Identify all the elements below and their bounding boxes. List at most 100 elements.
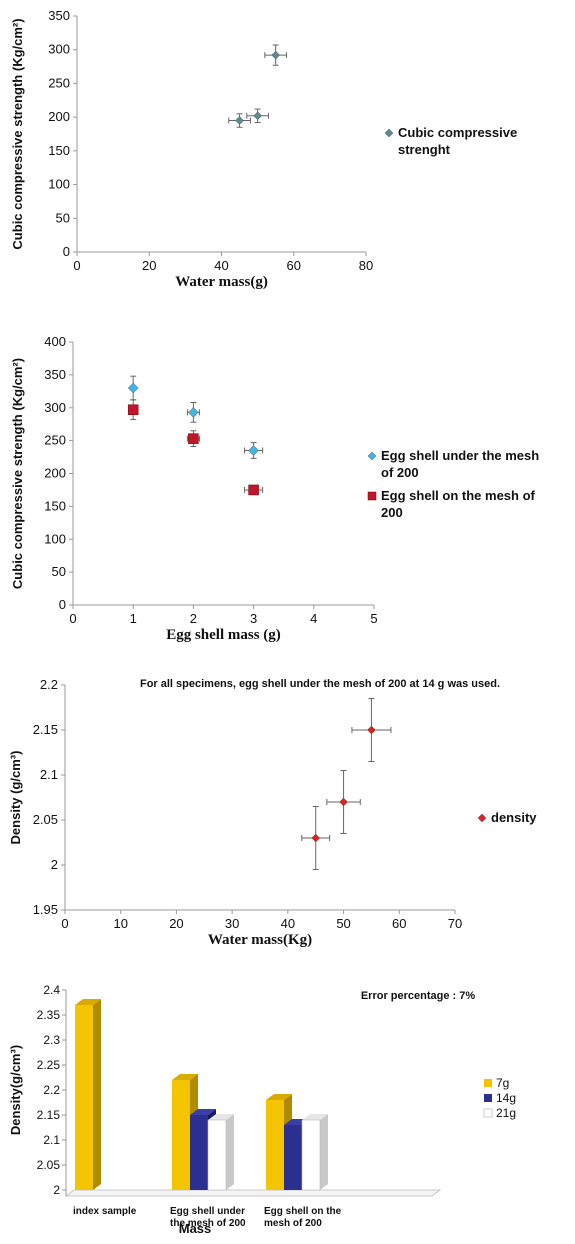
chart-3-svg: 1.95 2 2.05 2.1 2.15 2.2 0 10 20 30 40 50 60 70 Water … xyxy=(8,677,537,948)
legend-marker xyxy=(367,491,377,501)
x-tick-label: 70 xyxy=(448,916,462,931)
legend-swatch xyxy=(484,1094,492,1102)
chart-density-bar: 2 2.05 2.1 2.15 2.2 2.25 2.3 2.35 2.4 Density(g/c… xyxy=(0,975,575,1244)
x-tick-label: 20 xyxy=(142,258,156,273)
x-tick-label: 1 xyxy=(130,611,137,626)
bar xyxy=(284,1125,302,1190)
legend-marker xyxy=(477,813,487,823)
y-tick-label: 100 xyxy=(44,531,66,546)
y-tick-label: 2.2 xyxy=(43,1083,60,1097)
x-tick-label: 20 xyxy=(169,916,183,931)
data-point xyxy=(127,382,139,394)
y-tick-label: 2.1 xyxy=(43,1133,60,1147)
y-tick-label: 200 xyxy=(44,466,66,481)
legend-marker xyxy=(384,128,394,138)
x-axis-label: Egg shell mass (g) xyxy=(166,627,281,643)
y-tick-label: 350 xyxy=(44,367,66,382)
bar-top xyxy=(190,1109,216,1115)
data-point xyxy=(271,50,281,60)
y-axis-label: Cubic compressive strength (Kg/cm²) xyxy=(10,18,25,249)
y-tick-label: 50 xyxy=(56,210,70,225)
bar-side xyxy=(226,1114,234,1190)
y-tick-label: 300 xyxy=(44,400,66,415)
y-tick-label: 400 xyxy=(44,334,66,349)
y-tick-label: 2.15 xyxy=(33,722,58,737)
y-tick-label: 2.15 xyxy=(37,1108,61,1122)
x-axis-label: Water mass(Kg) xyxy=(208,932,312,948)
x-axis-label: Water mass(g) xyxy=(175,274,268,290)
legend-label: Cubic compressive strenght xyxy=(398,125,517,157)
y-tick-label: 150 xyxy=(44,498,66,513)
x-tick-label: 5 xyxy=(370,611,377,626)
x-tick-label: 40 xyxy=(214,258,228,273)
legend-marker xyxy=(367,451,377,461)
chart-floor xyxy=(64,1189,442,1197)
x-tick-label: 30 xyxy=(225,916,239,931)
x-tick-label: 3 xyxy=(250,611,257,626)
legend-label: Egg shell on the mesh of 200 xyxy=(381,488,536,520)
bar-top xyxy=(172,1074,198,1080)
category-label: Egg shell under the mesh of 200 xyxy=(170,1206,246,1229)
y-tick-label: 2.4 xyxy=(43,983,60,997)
chart-water-mass-vs-strength: 0 50 100 150 200 250 300 350 0 20 40 60 80 Water mass… xyxy=(0,0,575,300)
bar-side xyxy=(320,1114,328,1190)
y-tick-label: 250 xyxy=(44,433,66,448)
chart-4-svg: 2 2.05 2.1 2.15 2.2 2.25 2.3 2.35 2.4 Density(g/c… xyxy=(8,983,516,1236)
y-axis-label: Cubic compressive strength (Kg/cm²) xyxy=(10,358,25,589)
x-tick-label: 0 xyxy=(69,611,76,626)
y-tick-label: 2.1 xyxy=(40,767,58,782)
y-tick-label: 350 xyxy=(48,8,70,23)
y-tick-label: 0 xyxy=(63,244,70,259)
bar-side xyxy=(93,999,101,1190)
bar xyxy=(207,1119,227,1191)
x-tick-label: 4 xyxy=(310,611,317,626)
y-tick-label: 2 xyxy=(51,857,58,872)
bar xyxy=(75,1005,93,1190)
y-tick-label: 200 xyxy=(48,109,70,124)
y-tick-label: 2.2 xyxy=(40,677,58,692)
x-tick-label: 2 xyxy=(190,611,197,626)
category-label: index sample xyxy=(73,1206,137,1217)
category-label: Egg shell on the mesh of 200 xyxy=(264,1206,342,1229)
data-point xyxy=(248,445,259,456)
chart-water-mass-vs-density: 1.95 2 2.05 2.1 2.15 2.2 0 10 20 30 40 50 60 70 Water … xyxy=(0,665,575,965)
x-tick-label: 50 xyxy=(336,916,350,931)
data-point xyxy=(248,484,259,496)
x-axis-label: Mass xyxy=(179,1221,212,1236)
y-tick-label: 2.25 xyxy=(37,1058,61,1072)
bar-top xyxy=(75,999,101,1005)
y-axis-label: Density (g/cm³) xyxy=(8,751,23,845)
legend-label: 14g xyxy=(496,1091,516,1105)
y-tick-label: 1.95 xyxy=(33,902,58,917)
bar xyxy=(172,1080,190,1190)
bar xyxy=(266,1100,284,1190)
legend-swatch xyxy=(484,1079,492,1087)
legend-label: 7g xyxy=(496,1076,509,1090)
x-tick-label: 80 xyxy=(359,258,373,273)
y-tick-label: 2.05 xyxy=(33,812,58,827)
bar-top xyxy=(266,1094,292,1100)
data-point xyxy=(311,833,321,843)
x-tick-label: 0 xyxy=(73,258,80,273)
y-tick-label: 100 xyxy=(48,177,70,192)
x-tick-label: 40 xyxy=(281,916,295,931)
x-tick-label: 0 xyxy=(61,916,68,931)
data-point xyxy=(253,111,262,121)
y-tick-label: 2 xyxy=(53,1183,60,1197)
y-tick-label: 2.3 xyxy=(43,1033,60,1047)
chart-1-svg: 0 50 100 150 200 250 300 350 0 20 40 60 80 Water mass… xyxy=(10,8,517,290)
bar-top xyxy=(208,1114,234,1120)
bar xyxy=(301,1119,321,1191)
chart-annotation: For all specimens, egg shell under the m… xyxy=(140,678,500,690)
y-tick-label: 50 xyxy=(52,564,66,579)
legend-label: 21g xyxy=(496,1106,516,1120)
y-tick-label: 2.05 xyxy=(37,1158,61,1172)
data-point xyxy=(339,797,348,807)
chart-eggshell-mass-vs-strength: 0 50 100 150 200 250 300 350 400 0 1 2 3 4 5 Egg shell … xyxy=(0,325,575,645)
y-tick-label: 2.35 xyxy=(37,1008,61,1022)
data-point xyxy=(367,725,376,735)
data-point xyxy=(188,433,199,444)
y-tick-label: 300 xyxy=(48,42,70,57)
y-tick-label: 250 xyxy=(48,75,70,90)
chart-2-svg: 0 50 100 150 200 250 300 350 400 0 1 2 3 4 5 Egg shell … xyxy=(10,334,539,643)
